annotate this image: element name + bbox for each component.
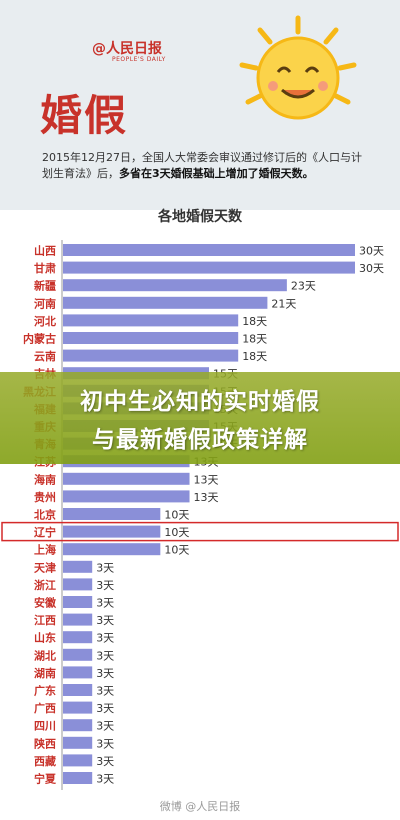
value-label: 3天 <box>96 632 114 645</box>
bar <box>63 508 161 520</box>
bar <box>63 525 161 538</box>
weibo-watermark: 微博 @人民日报 <box>159 800 241 813</box>
banner-line-1: 初中生必知的实时婚假 <box>80 389 320 415</box>
bar <box>63 613 93 626</box>
value-label: 10天 <box>164 526 189 539</box>
value-label: 3天 <box>96 755 114 768</box>
value-label: 3天 <box>96 614 114 627</box>
category-label: 甘肃 <box>34 261 56 275</box>
header-area: @人民日报 PEOPLE'S DAILY 婚假 2015年12月27日，全国人大… <box>0 0 400 210</box>
bar <box>63 684 93 696</box>
category-label: 湖南 <box>34 666 56 680</box>
intro-part-1: 2015年12月27日，全国人大常委会审议通过修订后的《人口与计划生育法》后， <box>42 151 362 180</box>
bar <box>63 314 239 327</box>
category-label: 湖北 <box>34 648 56 662</box>
category-label: 浙江 <box>34 578 56 592</box>
category-label: 广东 <box>34 684 56 698</box>
category-label: 贵州 <box>34 490 56 504</box>
value-label: 30天 <box>359 262 384 275</box>
bar <box>63 261 355 274</box>
bar <box>63 578 93 591</box>
bar <box>63 490 190 503</box>
title-banner: 初中生必知的实时婚假 与最新婚假政策详解 <box>0 372 400 464</box>
value-label: 18天 <box>242 315 267 328</box>
bar <box>63 631 93 644</box>
bar <box>63 596 93 608</box>
value-label: 30天 <box>359 245 384 258</box>
bar <box>63 543 161 556</box>
value-label: 3天 <box>96 561 114 574</box>
value-label: 18天 <box>242 333 267 346</box>
value-label: 10天 <box>164 544 189 557</box>
category-label: 海南 <box>34 472 56 486</box>
category-label: 广西 <box>34 701 56 715</box>
value-label: 3天 <box>96 597 114 610</box>
value-label: 21天 <box>271 297 296 310</box>
category-label: 天津 <box>34 560 56 574</box>
category-label: 山东 <box>34 631 56 645</box>
banner-line-2: 与最新婚假政策详解 <box>92 427 308 453</box>
intro-text: 2015年12月27日，全国人大常委会审议通过修订后的《人口与计划生育法》后，多… <box>42 150 372 182</box>
intro-part-2: 多省在3天婚假基础上增加了婚假天数。 <box>119 167 314 180</box>
value-label: 3天 <box>96 720 114 733</box>
category-label: 北京 <box>34 508 56 522</box>
bar <box>63 472 190 485</box>
value-label: 3天 <box>96 685 114 698</box>
category-label: 江西 <box>34 613 56 627</box>
bar <box>63 279 287 292</box>
value-label: 18天 <box>242 350 267 363</box>
value-label: 13天 <box>194 491 219 504</box>
bar <box>63 244 355 256</box>
category-label: 四川 <box>34 720 56 733</box>
value-label: 3天 <box>96 773 114 786</box>
category-label: 辽宁 <box>34 525 56 539</box>
category-label: 河南 <box>34 296 56 310</box>
category-label: 安徽 <box>34 596 57 610</box>
bar <box>63 736 93 749</box>
highlight-box <box>1 521 399 542</box>
bar <box>63 349 239 362</box>
bar <box>63 719 93 732</box>
value-label: 3天 <box>96 579 114 592</box>
value-label: 23天 <box>291 280 316 293</box>
bar <box>63 332 239 344</box>
people-daily-logo: @人民日报 <box>92 41 162 57</box>
value-label: 10天 <box>164 509 189 522</box>
sun-icon <box>239 15 357 120</box>
category-label: 宁夏 <box>34 772 57 786</box>
category-label: 西藏 <box>34 754 56 768</box>
category-label: 新疆 <box>34 279 56 293</box>
category-label: 山西 <box>34 244 56 258</box>
bar <box>63 648 93 661</box>
category-label: 内蒙古 <box>23 332 56 346</box>
page-title: 婚假 <box>40 91 129 140</box>
bar-chart: 山西30天甘肃30天新疆23天河南21天河北18天内蒙古18天云南18天吉林15… <box>1 240 399 790</box>
category-label: 云南 <box>34 349 56 363</box>
value-label: 3天 <box>96 702 114 715</box>
value-label: 13天 <box>194 473 219 486</box>
chart-title: 各地婚假天数 <box>158 209 242 225</box>
category-label: 河北 <box>34 314 56 328</box>
value-label: 3天 <box>96 667 114 680</box>
bar <box>63 296 268 309</box>
bar <box>63 754 93 767</box>
category-label: 陕西 <box>34 736 56 750</box>
bar <box>63 666 93 679</box>
value-label: 3天 <box>96 737 114 750</box>
category-label: 上海 <box>34 543 56 557</box>
bar <box>63 560 93 573</box>
logo-subtitle: PEOPLE'S DAILY <box>112 56 166 63</box>
bar <box>63 701 93 714</box>
value-label: 3天 <box>96 649 114 662</box>
bar <box>63 772 93 784</box>
